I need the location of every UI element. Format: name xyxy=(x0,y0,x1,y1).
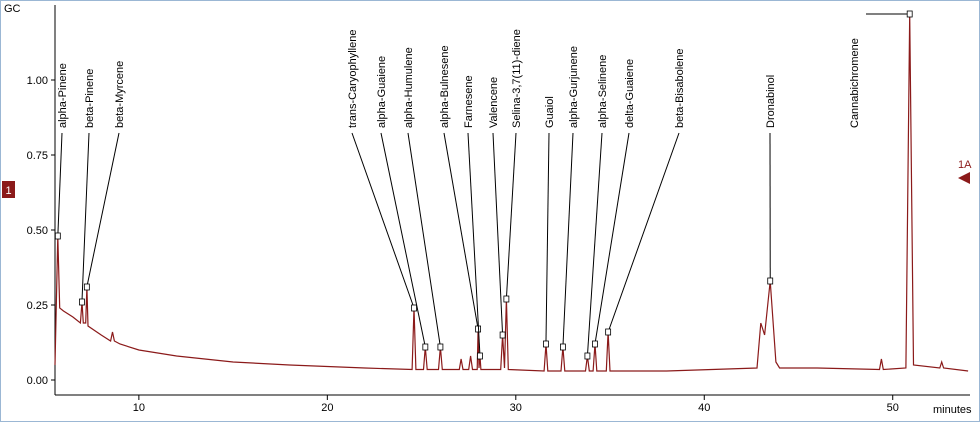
leader xyxy=(467,132,481,357)
x-tick-label: 40 xyxy=(698,402,710,414)
y-tick-label: 1.00 xyxy=(27,75,48,87)
y-tick-label: 0.75 xyxy=(27,150,48,162)
leader xyxy=(545,132,550,345)
peak-label: beta-Bisabolene xyxy=(674,48,686,128)
leader xyxy=(57,132,63,237)
leader xyxy=(351,132,415,309)
peak-label: Guaiol xyxy=(544,96,556,128)
leader xyxy=(492,132,504,336)
peak-label: Dronabinol xyxy=(765,75,777,128)
peak-label: trans-Caryophyllene xyxy=(347,30,359,128)
peak-marker xyxy=(605,328,612,336)
y-tick-label: 0.50 xyxy=(27,225,48,237)
peak-marker xyxy=(560,343,566,351)
peak-label: beta-Myrcene xyxy=(114,61,126,128)
peak-marker xyxy=(499,331,506,339)
peak-marker xyxy=(592,340,598,348)
peak-marker xyxy=(83,283,90,291)
x-axis-label: minutes xyxy=(933,404,972,416)
x-tick-label: 30 xyxy=(510,402,522,414)
channel-label: 1 xyxy=(5,185,11,197)
peak-label: Valencene xyxy=(488,77,500,128)
trace-label: 1A xyxy=(958,159,972,171)
peak-label: beta-Pinene xyxy=(84,69,96,128)
peak-marker xyxy=(411,304,417,312)
leader xyxy=(586,132,603,357)
leader xyxy=(607,132,680,333)
leader xyxy=(407,132,441,348)
leader xyxy=(81,132,90,303)
x-tick-label: 20 xyxy=(321,402,333,414)
leader xyxy=(380,132,426,348)
peak-label: Cannabichromene xyxy=(849,38,861,128)
peak-marker xyxy=(767,277,774,285)
trace-marker xyxy=(958,172,970,184)
leader xyxy=(594,132,630,345)
peak-label: alpha-Bulnesene xyxy=(439,45,451,128)
peak-label: alpha-Pinene xyxy=(57,63,69,128)
peak-marker xyxy=(584,352,591,360)
channel-badge xyxy=(2,181,15,198)
y-axis-label: GC xyxy=(4,3,21,15)
peak-label: alpha-Selinene xyxy=(597,55,609,128)
peak-label: alpha-Gurjunene xyxy=(568,46,580,128)
leader xyxy=(86,132,120,288)
leader xyxy=(505,132,517,300)
x-tick-label: 50 xyxy=(887,402,899,414)
peak-marker xyxy=(437,343,444,351)
y-tick-label: 0.25 xyxy=(27,300,48,312)
trace xyxy=(54,13,969,372)
peak-label: Farnesene xyxy=(463,75,475,128)
peak-marker xyxy=(79,298,85,306)
peak-marker xyxy=(543,340,549,348)
peak-label: delta-Guaiene xyxy=(624,59,636,128)
peak-marker xyxy=(503,295,510,303)
peak-marker xyxy=(54,232,61,240)
peak-marker xyxy=(477,352,483,360)
y-tick-label: 0.00 xyxy=(27,375,48,387)
peak-marker xyxy=(906,10,913,18)
x-tick-label: 10 xyxy=(133,402,145,414)
peak-label: Selina-3,7(11)-diene xyxy=(511,29,523,128)
peak-label: alpha-Guaiene xyxy=(376,56,388,128)
leader xyxy=(562,132,574,348)
leader xyxy=(443,132,479,330)
peak-label: alpha-Humulene xyxy=(403,47,415,128)
peak-marker xyxy=(422,343,429,351)
